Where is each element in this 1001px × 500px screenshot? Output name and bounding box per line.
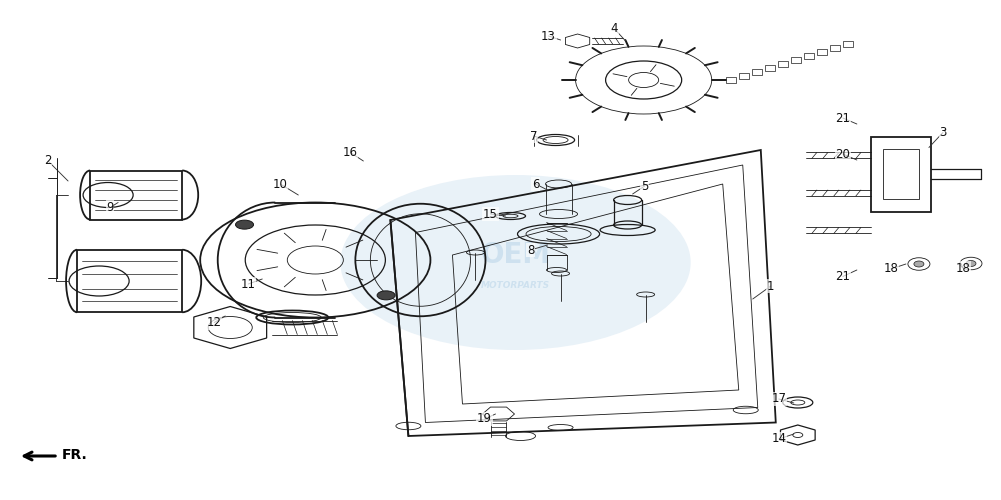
Bar xyxy=(778,61,788,67)
Bar xyxy=(726,77,736,83)
Text: 4: 4 xyxy=(611,22,619,36)
Text: 12: 12 xyxy=(207,316,221,329)
Text: FR.: FR. xyxy=(62,448,88,462)
Text: 14: 14 xyxy=(772,432,786,446)
Ellipse shape xyxy=(914,261,924,267)
Bar xyxy=(817,49,827,55)
Text: 2: 2 xyxy=(44,154,52,168)
Text: MOTORPARTS: MOTORPARTS xyxy=(480,280,551,289)
Bar xyxy=(883,149,919,199)
Bar xyxy=(765,65,775,71)
Text: 21: 21 xyxy=(836,270,850,283)
Text: 15: 15 xyxy=(483,208,497,220)
Text: 9: 9 xyxy=(106,201,114,214)
Text: 19: 19 xyxy=(477,412,491,426)
Bar xyxy=(843,41,853,47)
Text: 18: 18 xyxy=(956,262,970,274)
Text: 16: 16 xyxy=(343,146,357,159)
Bar xyxy=(791,57,801,63)
Text: 18: 18 xyxy=(884,262,898,276)
Text: 3: 3 xyxy=(939,126,947,139)
Bar xyxy=(77,250,182,312)
Bar xyxy=(90,170,182,220)
Text: 17: 17 xyxy=(772,392,786,406)
Text: 8: 8 xyxy=(527,244,535,256)
Text: 6: 6 xyxy=(532,178,540,190)
Text: OEM: OEM xyxy=(480,241,551,269)
Text: 5: 5 xyxy=(641,180,649,192)
Text: 10: 10 xyxy=(273,178,287,190)
Bar xyxy=(804,53,814,59)
Ellipse shape xyxy=(966,260,976,266)
Bar xyxy=(830,45,840,51)
Circle shape xyxy=(377,291,395,300)
Circle shape xyxy=(235,220,253,229)
Text: 21: 21 xyxy=(836,112,850,124)
Text: 11: 11 xyxy=(241,278,255,290)
Text: 7: 7 xyxy=(530,130,538,142)
Text: 13: 13 xyxy=(542,30,556,43)
Circle shape xyxy=(340,175,691,350)
Text: 1: 1 xyxy=(767,280,775,292)
Text: 20: 20 xyxy=(836,148,850,160)
Bar xyxy=(871,136,931,212)
Bar xyxy=(752,69,762,75)
Bar xyxy=(739,73,749,79)
